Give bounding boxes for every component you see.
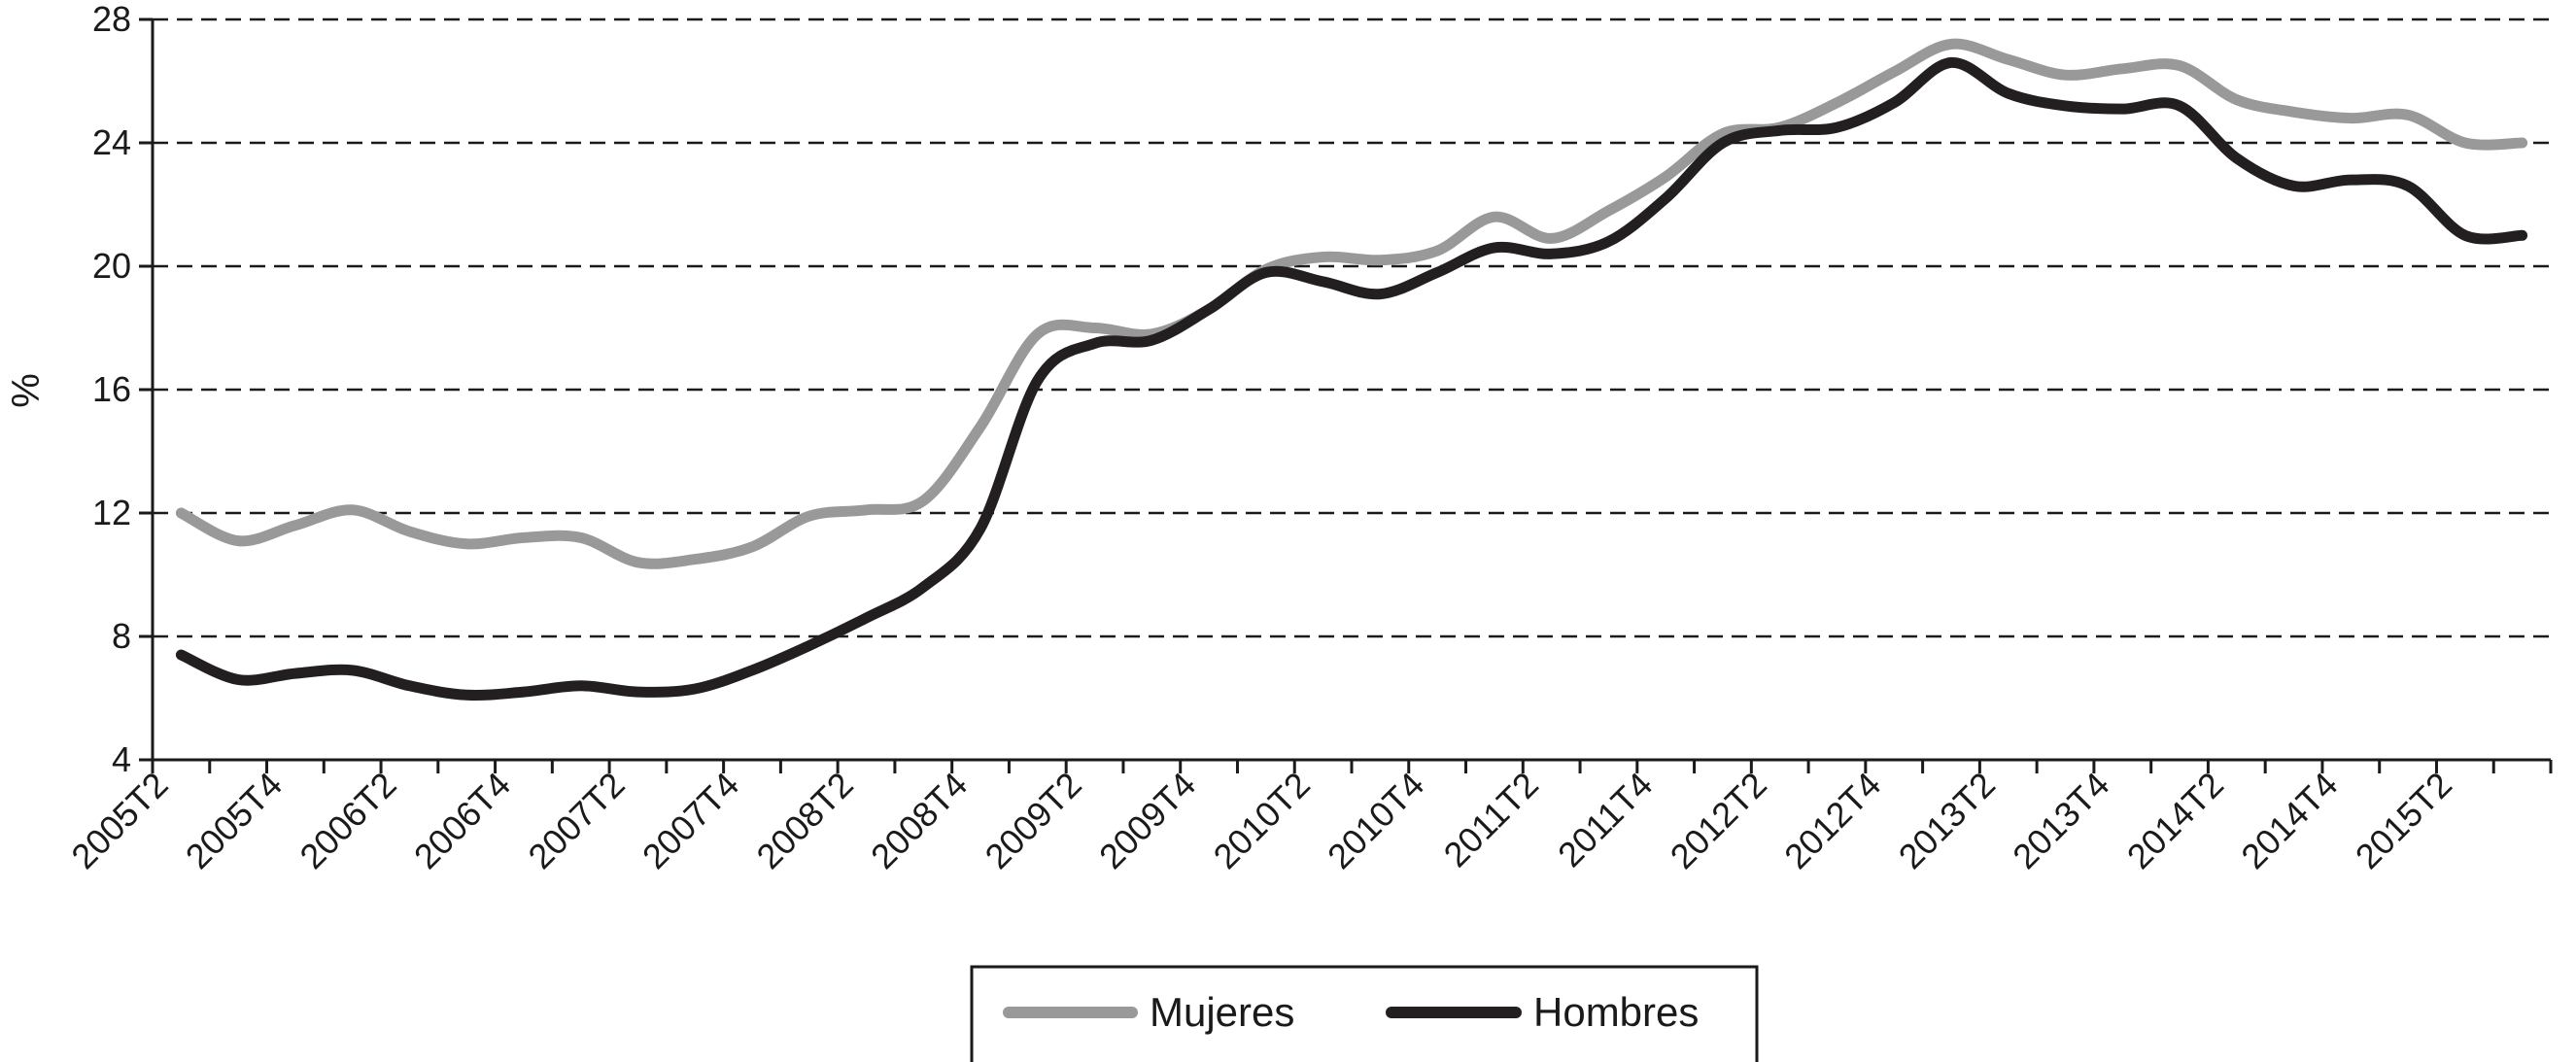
y-tick-label: 8 xyxy=(112,616,131,656)
x-tick-label: 2005T2 xyxy=(63,765,175,876)
y-tick-labels: 4 8 12 16 20 24 28 xyxy=(92,0,131,779)
x-tick-label: 2014T4 xyxy=(2233,765,2345,876)
x-tick-label: 2005T4 xyxy=(178,765,290,876)
x-tick-labels: 2005T2 2005T4 2006T2 2006T4 2007T2 2007T4 2008… xyxy=(63,765,2459,876)
series-lines xyxy=(175,38,2528,702)
series-line-mujeres xyxy=(175,38,2528,569)
x-tick-label: 2011T4 xyxy=(1550,765,1660,874)
legend: Mujeres Hombres xyxy=(970,965,1759,1062)
x-tick-label: 2009T4 xyxy=(1091,765,1203,876)
x-tick-label: 2014T2 xyxy=(2119,765,2231,876)
x-tick-label: 2012T4 xyxy=(1776,765,1888,876)
x-tick-label: 2010T4 xyxy=(1320,765,1431,876)
y-tick-label: 28 xyxy=(92,0,131,39)
gridlines xyxy=(153,17,2551,638)
x-tick-label: 2008T4 xyxy=(863,765,975,876)
x-tick-label: 2015T2 xyxy=(2348,765,2459,876)
x-tick-label: 2012T2 xyxy=(1663,765,1774,876)
x-tick-label: 2007T4 xyxy=(635,765,746,876)
x-tick-label: 2013T4 xyxy=(2005,765,2116,876)
x-tick-label: 2008T2 xyxy=(748,765,860,876)
y-tick-label: 12 xyxy=(92,493,131,532)
y-tick-label: 4 xyxy=(112,739,131,779)
x-tick-label: 2007T2 xyxy=(520,765,632,876)
x-tick-label: 2006T2 xyxy=(292,765,403,876)
legend-label-hombres: Hombres xyxy=(1533,989,1699,1035)
x-tick-label: 2009T2 xyxy=(978,765,1089,876)
x-tick-label: 2011T2 xyxy=(1435,765,1545,874)
series-line-hombres xyxy=(175,56,2528,702)
y-tick-label: 16 xyxy=(92,369,131,409)
x-tick-label: 2010T2 xyxy=(1206,765,1318,876)
y-axis-label: % xyxy=(5,373,48,408)
legend-label-mujeres: Mujeres xyxy=(1150,989,1294,1035)
y-tick-label: 24 xyxy=(92,122,131,162)
y-tick-label: 20 xyxy=(92,246,131,286)
x-tick-label: 2006T4 xyxy=(406,765,518,876)
axes xyxy=(139,17,2553,773)
x-tick-label: 2013T2 xyxy=(1891,765,2003,876)
